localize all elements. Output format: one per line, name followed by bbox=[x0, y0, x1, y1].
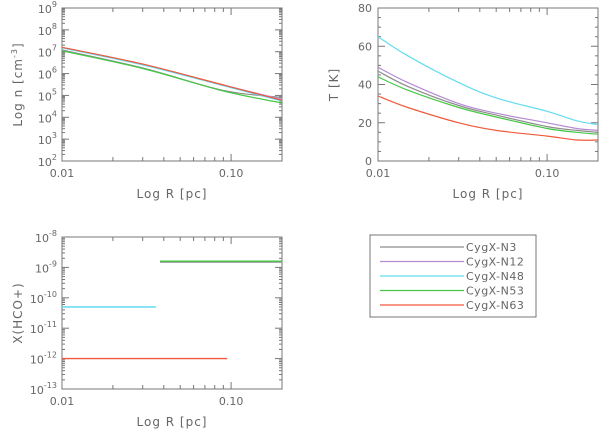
density-plot-frame bbox=[61, 7, 283, 162]
density-ytick-label: 107 bbox=[38, 44, 57, 60]
temperature-ytick-label: 80 bbox=[358, 2, 372, 15]
temperature-ytick-label: 0 bbox=[365, 155, 372, 168]
temperature-series-cygx-n63 bbox=[377, 95, 599, 141]
density-series-cygx-n53 bbox=[61, 50, 283, 104]
density-ytick-label: 105 bbox=[38, 87, 57, 103]
density-ytick-label: 103 bbox=[38, 131, 57, 147]
legend-label-cygx-n12: CygX-N12 bbox=[466, 256, 524, 269]
temperature-series-cygx-n48 bbox=[377, 36, 599, 126]
density-y-axis-label: Log n [cm-3] bbox=[10, 42, 25, 126]
density-series-cygx-n63 bbox=[61, 46, 283, 101]
temperature-panel: 0.01 0.10 0 20 40 60 80 Log R [pc] T [K] bbox=[327, 2, 599, 201]
temperature-xtick-label: 0.10 bbox=[535, 167, 560, 180]
density-series-cygx-n3 bbox=[61, 49, 283, 99]
legend-label-cygx-n48: CygX-N48 bbox=[466, 270, 524, 283]
density-x-axis-label: Log R [pc] bbox=[137, 187, 208, 201]
abundance-xtick-label: 0.10 bbox=[219, 395, 244, 408]
temperature-series-cygx-n12 bbox=[377, 66, 599, 131]
density-series-cygx-n48 bbox=[61, 47, 283, 102]
density-ytick-label: 106 bbox=[38, 66, 57, 82]
abundance-panel: 0.01 0.10 10-13 10-12 10-11 10-10 10-9 10-8 Log … bbox=[11, 229, 283, 429]
temperature-y-axis-label: T [K] bbox=[327, 68, 341, 102]
temperature-x-axis-label: Log R [pc] bbox=[453, 187, 524, 201]
abundance-plot-frame bbox=[61, 236, 283, 390]
density-xtick-label: 0.10 bbox=[219, 167, 244, 180]
temperature-xtick-label: 0.01 bbox=[366, 167, 391, 180]
temperature-series-cygx-n3 bbox=[377, 70, 599, 133]
temperature-ytick-label: 20 bbox=[358, 117, 372, 130]
temperature-series-cygx-n53 bbox=[377, 76, 599, 135]
abundance-ytick-label: 10-11 bbox=[30, 320, 57, 336]
abundance-xtick-label: 0.01 bbox=[50, 395, 75, 408]
legend-box bbox=[369, 234, 537, 318]
density-ytick-label: 108 bbox=[38, 22, 57, 38]
abundance-ytick-label: 10-12 bbox=[30, 351, 57, 367]
legend-label-cygx-n53: CygX-N53 bbox=[466, 285, 524, 298]
abundance-ytick-label: 10-8 bbox=[35, 229, 57, 245]
density-xtick-label: 0.01 bbox=[50, 167, 75, 180]
abundance-ytick-label: 10-10 bbox=[30, 290, 57, 306]
legend-label-cygx-n63: CygX-N63 bbox=[466, 299, 524, 312]
density-ytick-label: 109 bbox=[38, 0, 57, 16]
abundance-ytick-label: 10-9 bbox=[35, 259, 57, 275]
density-ytick-label: 104 bbox=[38, 109, 57, 125]
abundance-x-axis-label: Log R [pc] bbox=[137, 415, 208, 429]
legend-label-cygx-n3: CygX-N3 bbox=[466, 241, 517, 254]
abundance-ytick-label: 10-13 bbox=[30, 381, 57, 397]
temperature-ytick-label: 60 bbox=[358, 40, 372, 53]
density-ytick-label: 102 bbox=[38, 153, 57, 169]
abundance-y-axis-label: X(HCO+) bbox=[11, 282, 25, 344]
temperature-ytick-label: 40 bbox=[358, 79, 372, 92]
density-panel: 0.01 0.10 102 103 104 105 106 107 108 109 Log R [p… bbox=[10, 0, 283, 201]
